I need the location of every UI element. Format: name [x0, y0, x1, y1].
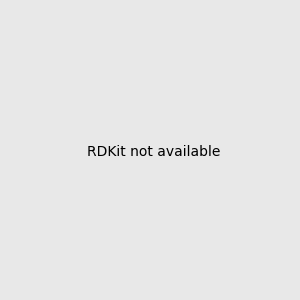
Text: RDKit not available: RDKit not available [87, 145, 220, 158]
